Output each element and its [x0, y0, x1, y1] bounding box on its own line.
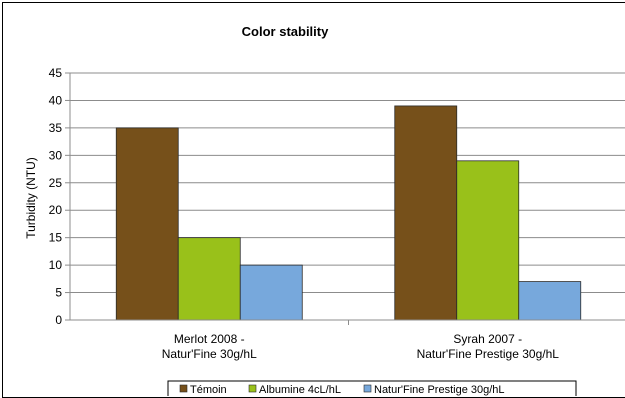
bar-0-0 [115, 127, 179, 321]
y-tick-label: 0 [55, 313, 62, 327]
bar-2-0 [239, 264, 303, 321]
x-category-label: Merlot 2008 - [174, 332, 245, 346]
legend-label: Natur'Fine Prestige 30g/hL [374, 384, 505, 396]
bar-2-1 [518, 281, 582, 321]
bar-0-1 [394, 105, 458, 321]
legend: Témoin Albumine 4cL/hL Natur'Fine Prestige… [167, 380, 577, 396]
y-axis-label: Turbidity (NTU) [24, 157, 38, 239]
y-tick-label: 25 [49, 176, 63, 190]
legend-box [167, 380, 577, 396]
y-tick-label: 15 [49, 231, 63, 245]
legend-swatch [363, 384, 372, 393]
legend-label: Témoin [190, 384, 227, 396]
y-tick-label: 20 [49, 203, 63, 217]
chart-title: Color stability [242, 24, 329, 39]
y-tick-label: 10 [49, 258, 63, 272]
bar-1-0 [177, 237, 241, 321]
bars-group [115, 105, 582, 321]
legend-label: Albumine 4cL/hL [259, 384, 341, 396]
x-category-label: Syrah 2007 - [453, 332, 522, 346]
x-category-labels: Merlot 2008 -Natur'Fine 30g/hL Syrah 2007… [162, 332, 560, 361]
y-tick-label: 35 [49, 121, 63, 135]
legend-swatch [248, 384, 257, 393]
y-tick-label: 5 [55, 286, 62, 300]
y-tick-label: 40 [49, 93, 63, 107]
y-tick-label: 30 [49, 148, 63, 162]
bar-1-1 [456, 160, 520, 321]
axes [69, 73, 625, 325]
y-tick-label: 45 [49, 66, 63, 80]
x-category-label: Natur'Fine Prestige 30g/hL [417, 347, 560, 361]
legend-swatch [179, 384, 188, 393]
x-category-label: Natur'Fine 30g/hL [162, 347, 257, 361]
y-tick-labels: 0 5 10 15 20 25 30 35 40 45 [49, 66, 63, 327]
